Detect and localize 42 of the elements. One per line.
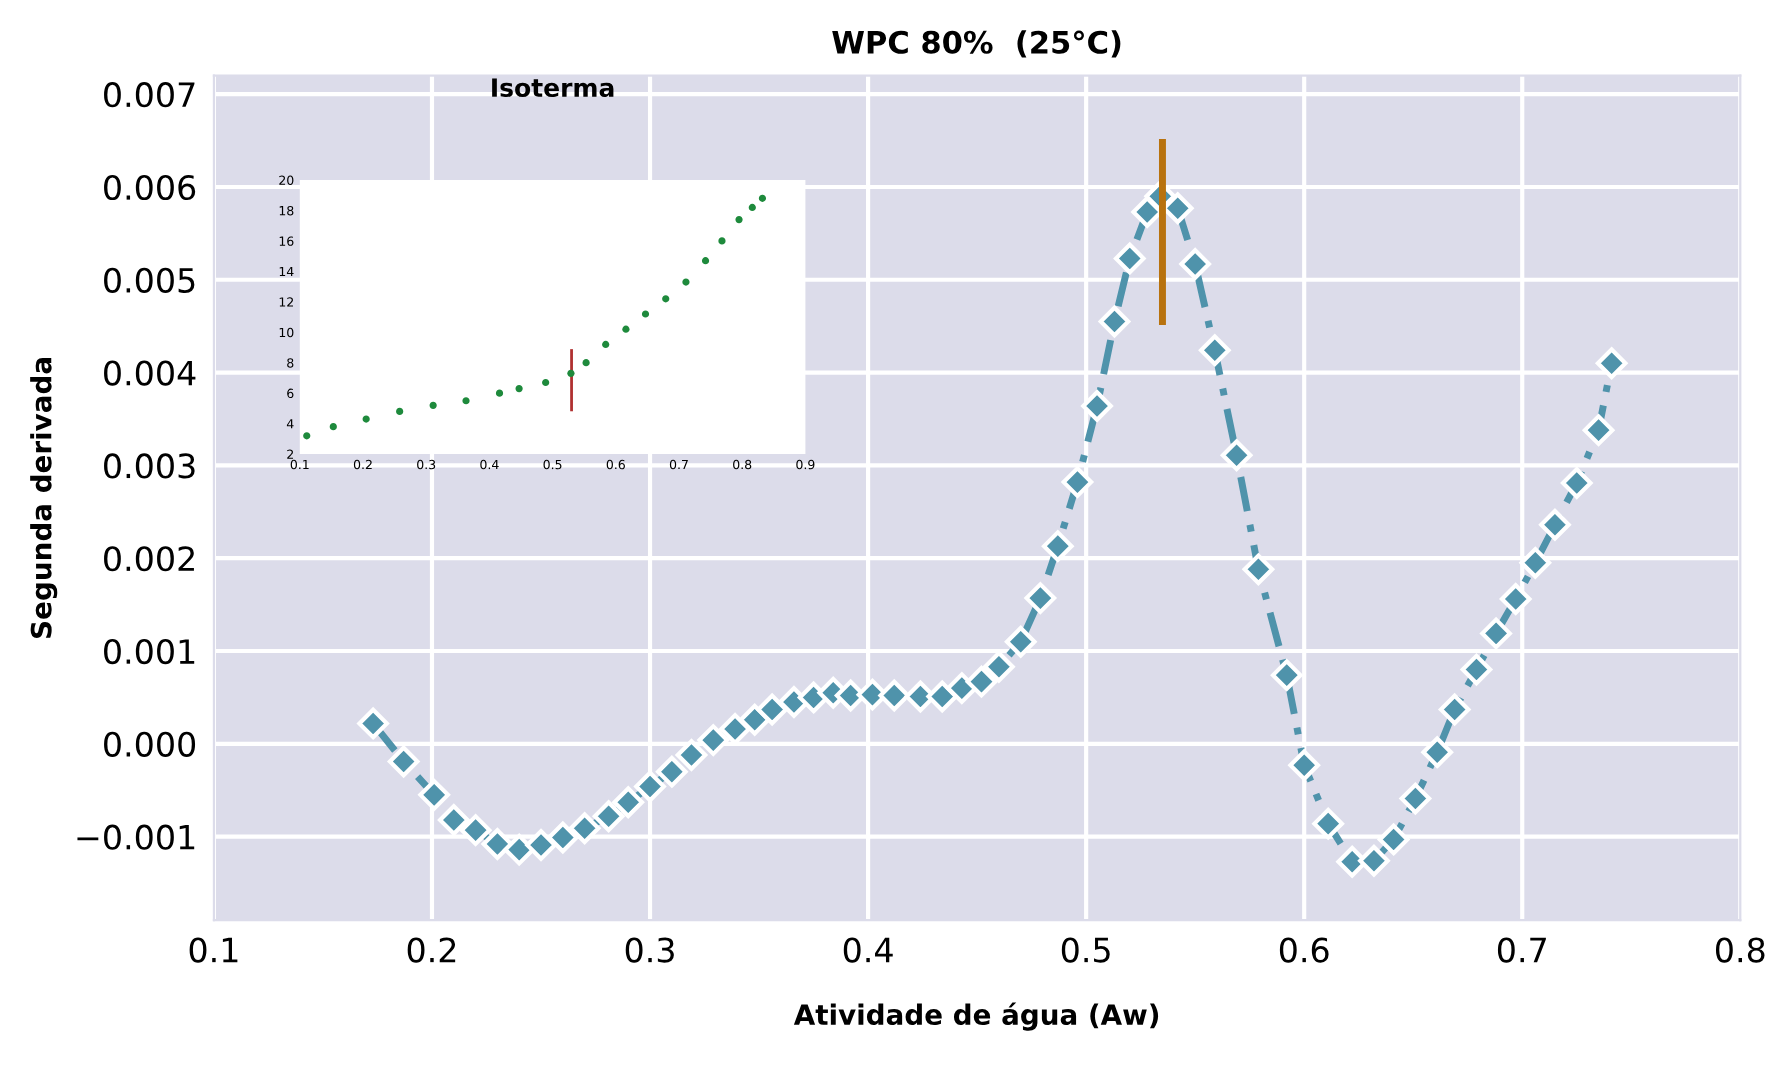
x-tick-label: 0.7 <box>1497 937 1546 963</box>
y-tick-label: 0.006 <box>104 174 196 201</box>
y-tick-label: 0.002 <box>104 546 194 572</box>
y-tick-label: 0.005 <box>104 267 195 293</box>
x-tick-label: 0.6 <box>1279 937 1329 963</box>
point <box>515 384 523 393</box>
point <box>662 295 670 303</box>
point <box>622 325 630 333</box>
point <box>758 194 767 202</box>
point <box>362 415 370 423</box>
chart-title: WPC 80% (25°C) <box>832 30 1121 58</box>
point <box>735 216 743 224</box>
point <box>682 278 690 286</box>
y-tick-label: 0.004 <box>104 360 196 386</box>
y-tick-label: −0.001 <box>77 824 195 850</box>
x-axis-title: Atividade de água (Aw) <box>793 1002 1159 1031</box>
point <box>329 423 337 431</box>
x-tick-label: 0.4 <box>843 937 893 963</box>
point <box>396 407 404 416</box>
point <box>303 432 311 440</box>
point <box>582 359 590 367</box>
y-axis-title: Segunda derivada <box>30 358 58 638</box>
x-tick-label: 0.2 <box>407 937 456 963</box>
y-tick-label: 0.000 <box>104 731 196 757</box>
point <box>718 237 726 245</box>
y-tick-label: 0.001 <box>104 638 195 665</box>
point <box>701 257 710 265</box>
point <box>429 401 437 409</box>
chart-title: Isoterma <box>492 78 614 98</box>
point <box>748 203 756 212</box>
x-tick-label: 0.8 <box>1715 937 1765 963</box>
point <box>602 340 610 349</box>
y-tick-label: 0.007 <box>104 82 195 108</box>
x-tick-label: 0.3 <box>625 937 674 963</box>
point <box>462 397 470 405</box>
x-tick-label: 0.1 <box>189 937 238 963</box>
y-tick-label: 0.003 <box>104 453 195 479</box>
point <box>495 389 504 397</box>
point <box>641 310 650 318</box>
point <box>567 369 575 377</box>
x-tick-label: 0.5 <box>1061 937 1110 963</box>
point <box>542 378 550 387</box>
